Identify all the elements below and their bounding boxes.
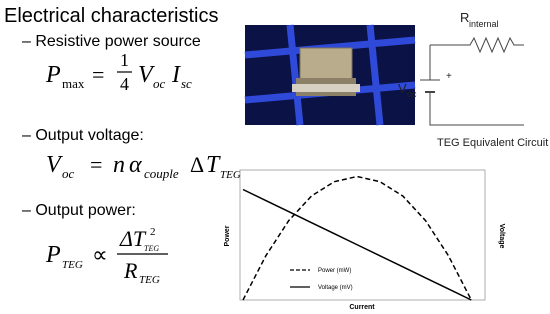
circuit — [420, 36, 524, 126]
series-line — [242, 175, 472, 301]
equation-pteg: P TEG ∝ ΔT TEG 2 R TEG — [45, 226, 168, 286]
slide-title: Electrical characteristics — [4, 5, 219, 27]
source-sub: oc — [407, 89, 417, 99]
x-axis-label: Current — [349, 304, 375, 311]
eq-sub: oc — [62, 166, 75, 181]
eq-symbol: Δ — [190, 152, 204, 177]
eq-sub: oc — [153, 76, 166, 91]
eq-sub: TEG — [220, 169, 241, 181]
circuit-caption: TEG Equivalent Circuit — [437, 137, 548, 149]
y-axis-label: Power — [224, 225, 231, 246]
equation-voc: V oc = n α couple Δ T TEG — [46, 152, 241, 181]
eq-num: 1 — [120, 50, 129, 70]
eq-symbol: V — [138, 62, 155, 88]
eq-op: ∝ — [92, 242, 108, 267]
eq-symbol: n — [113, 152, 125, 178]
eq-symbol: P — [45, 242, 61, 268]
resistor-sub: internal — [469, 19, 499, 29]
eq-sup: 2 — [150, 226, 156, 238]
eq-sub: TEG — [139, 274, 160, 286]
legend-label: Voltage (mV) — [318, 285, 353, 291]
eq-symbol: I — [171, 62, 181, 88]
eq-sub: sc — [181, 76, 192, 91]
bullet: – Output power: — [22, 202, 136, 219]
plus-sign: + — [446, 71, 452, 82]
eq-den: 4 — [120, 74, 129, 94]
equation-pmax: P max = 1 4 V oc I sc — [45, 50, 192, 94]
bullet: – Resistive power source — [22, 33, 201, 50]
eq-sub: TEG — [62, 259, 83, 271]
teg-photo — [244, 24, 416, 126]
legend-label: Power (mW) — [318, 268, 351, 274]
eq-num: ΔT — [119, 226, 147, 251]
resistor-label: R — [460, 10, 469, 25]
source-label: V — [398, 81, 407, 96]
eq-op: = — [92, 62, 104, 87]
eq-symbol: T — [206, 152, 221, 178]
series-line — [242, 188, 472, 301]
plot-frame — [239, 169, 486, 301]
eq-sub: max — [62, 76, 85, 91]
eq-sub: couple — [144, 166, 179, 181]
eq-op: = — [90, 152, 102, 177]
bullet: – Output voltage: — [22, 127, 144, 144]
eq-symbol: P — [45, 62, 61, 88]
eq-symbol: α — [129, 152, 142, 178]
eq-den: R — [123, 258, 138, 283]
y2-axis-label: Voltage — [498, 224, 505, 249]
eq-sub: TEG — [144, 244, 159, 253]
eq-symbol: V — [46, 152, 63, 178]
